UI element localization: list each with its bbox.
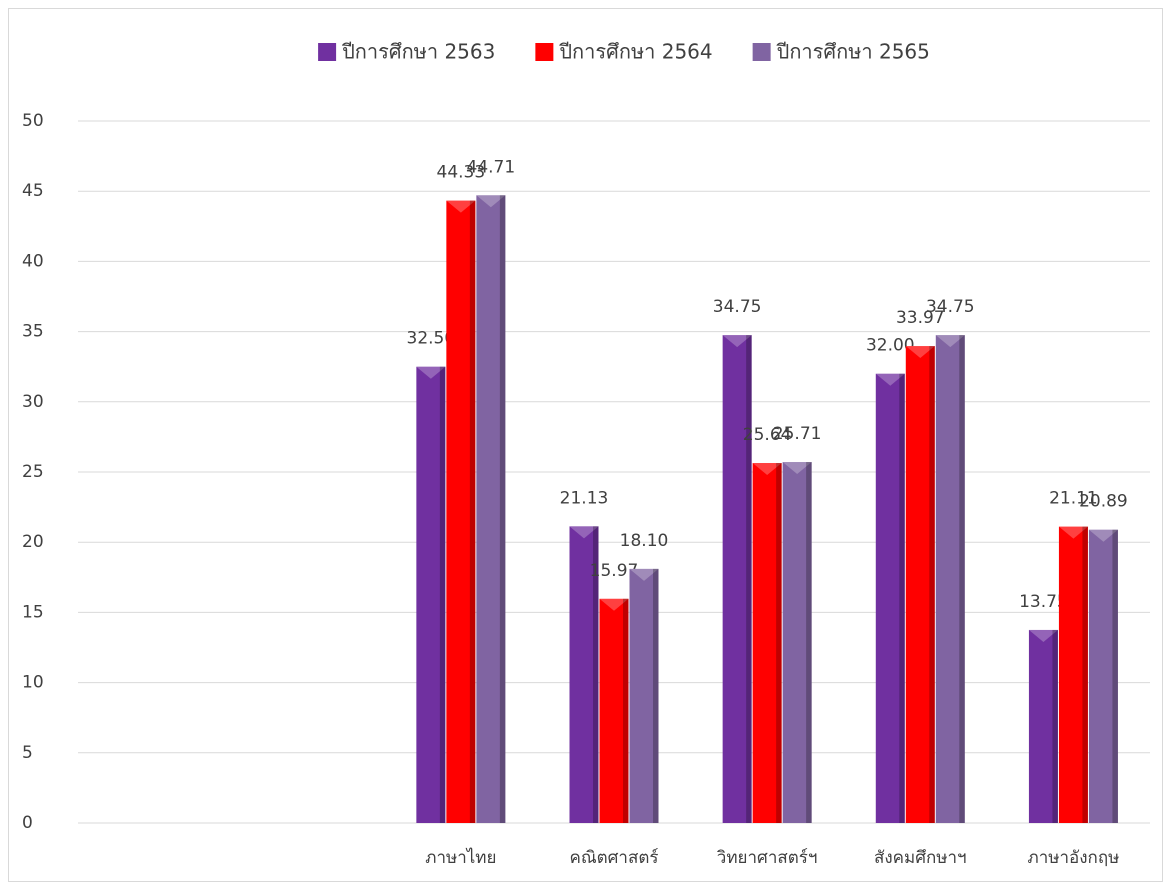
data-label: 44.33 — [437, 163, 486, 183]
bar-bevel — [476, 195, 506, 208]
bar-shade — [959, 335, 965, 823]
x-tick-label: สังคมศึกษาฯ — [874, 848, 967, 868]
bar — [1088, 529, 1118, 823]
data-label: 34.75 — [713, 297, 762, 317]
data-label: 21.13 — [560, 488, 609, 508]
bar-bevel — [782, 462, 812, 475]
data-label: 15.97 — [590, 561, 639, 581]
bar — [905, 346, 935, 823]
bar-bevel — [722, 335, 752, 348]
bar-shade — [746, 335, 752, 823]
bar-shade — [806, 462, 812, 823]
data-label: 32.50 — [407, 329, 456, 349]
legend-label: ปีการศึกษา 2563 — [342, 40, 496, 64]
bar-shade — [899, 373, 905, 823]
data-label: 25.64 — [743, 425, 792, 445]
bar-shade — [929, 346, 935, 823]
y-tick-label: 25 — [22, 462, 44, 482]
bar — [476, 195, 506, 823]
bar — [722, 335, 752, 823]
data-label: 13.75 — [1019, 592, 1068, 612]
y-tick-label: 15 — [22, 602, 44, 622]
bar-bevel — [935, 335, 965, 348]
data-label: 18.10 — [620, 531, 669, 551]
y-tick-label: 5 — [22, 743, 33, 763]
x-tick-label: ภาษาไทย — [425, 847, 496, 868]
y-tick-label: 50 — [22, 111, 44, 131]
bar-shade — [653, 568, 659, 823]
bar-bevel — [569, 526, 599, 539]
y-tick-label: 40 — [22, 251, 44, 271]
y-tick-label: 45 — [22, 181, 44, 201]
bar-shade — [1112, 529, 1118, 823]
y-tick-label: 0 — [22, 813, 33, 833]
bar-bevel — [1028, 629, 1058, 642]
bar — [629, 568, 659, 823]
bar-bevel — [752, 463, 782, 476]
bar-bevel — [446, 200, 476, 213]
y-tick-label: 35 — [22, 322, 44, 342]
legend-label: ปีการศึกษา 2565 — [776, 40, 930, 64]
bar-bevel — [875, 373, 905, 386]
bar-shade — [776, 463, 782, 823]
bar-shade — [1052, 629, 1058, 823]
data-label: 44.71 — [467, 157, 516, 177]
bar — [416, 366, 446, 823]
legend-label: ปีการศึกษา 2564 — [559, 40, 713, 64]
legend-swatch — [752, 43, 771, 61]
x-tick-label: ภาษาอังกฤษ — [1028, 848, 1120, 868]
bar-shade — [1082, 526, 1088, 823]
bar — [599, 598, 629, 823]
data-label: 33.97 — [896, 308, 945, 328]
bar — [569, 526, 599, 823]
bar — [935, 335, 965, 823]
bar — [446, 200, 476, 823]
data-label: 25.71 — [773, 424, 822, 444]
bar — [752, 463, 782, 823]
bar-shade — [439, 366, 446, 823]
bar — [782, 462, 812, 823]
bar-bevel — [416, 366, 446, 379]
bar-bevel — [905, 346, 935, 359]
bar-shade — [593, 526, 599, 823]
legend-swatch — [318, 43, 337, 61]
bar-shade — [623, 598, 629, 823]
y-tick-label: 10 — [22, 673, 44, 693]
bar — [875, 373, 905, 823]
bar-bevel — [1058, 526, 1088, 539]
legend-swatch — [535, 43, 554, 61]
bar — [1028, 629, 1058, 823]
bar-shade — [469, 200, 476, 823]
bar-bevel — [1088, 529, 1118, 542]
data-label: 20.89 — [1079, 492, 1128, 512]
bar — [1058, 526, 1088, 823]
y-tick-label: 20 — [22, 532, 44, 552]
y-tick-label: 30 — [22, 392, 44, 412]
data-label: 32.00 — [866, 336, 915, 356]
x-tick-label: คณิตศาสตร์ — [569, 848, 658, 868]
data-label: 21.11 — [1049, 489, 1098, 509]
data-label: 34.75 — [926, 297, 975, 317]
bar-bevel — [629, 568, 659, 581]
bar-bevel — [599, 598, 629, 611]
bar-shade — [499, 195, 506, 823]
x-tick-label: วิทยาศาสตร์ฯ — [716, 848, 817, 868]
